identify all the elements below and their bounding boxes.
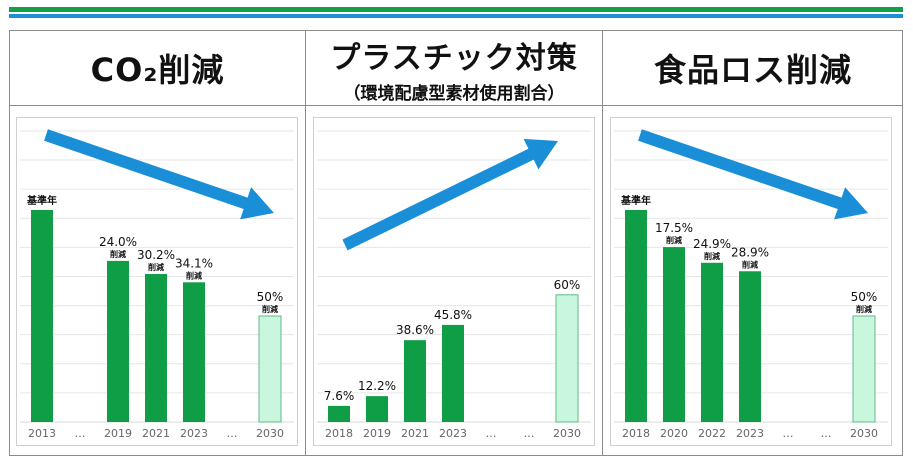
chart-food-loss: 2018 基準年 2020 17.5% 削減 2022 24.9% 削減 2023 28.9% 削減… — [610, 117, 892, 446]
data-label-sub: 削減 — [186, 270, 202, 280]
x-tick-label: … — [486, 427, 497, 440]
data-label: 28.9% — [731, 245, 769, 259]
x-tick-label: … — [783, 427, 794, 440]
data-label: 24.9% — [693, 237, 731, 251]
x-tick-label: 2023 — [439, 427, 467, 440]
panel-title-main: 食品ロス削減 — [653, 51, 852, 89]
x-tick-label: 2030 — [850, 427, 878, 440]
panel-divider-1 — [305, 31, 306, 455]
x-tick-label: 2021 — [142, 427, 170, 440]
data-label: 17.5% — [655, 221, 693, 235]
panel-title-sub: （環境配慮型素材使用割合） — [343, 83, 565, 104]
data-label: 38.6% — [396, 323, 434, 337]
data-label-sub: 削減 — [742, 259, 758, 269]
data-bar — [442, 324, 464, 422]
target-bar — [258, 315, 282, 423]
trend-arrow-up-icon — [342, 138, 558, 251]
data-bar — [404, 340, 426, 422]
data-label-sub: 削減 — [262, 304, 278, 314]
header-stripe-green — [9, 7, 903, 12]
data-label: 50% — [851, 290, 878, 304]
data-label: 7.6% — [324, 389, 355, 403]
data-bar — [183, 282, 205, 422]
data-bar — [31, 210, 53, 422]
data-bar — [701, 262, 723, 422]
data-bar — [739, 271, 761, 422]
data-bar — [107, 260, 129, 422]
x-tick-label: 2023 — [736, 427, 764, 440]
x-tick-label: 2013 — [28, 427, 56, 440]
x-tick-label: … — [524, 427, 535, 440]
panel-title-co2: CO₂削減 — [10, 31, 305, 105]
panels-frame: CO₂削減 プラスチック対策 （環境配慮型素材使用割合） 食品ロス削減 — [9, 30, 903, 456]
data-bar — [663, 247, 685, 422]
data-label: 24.0% — [99, 235, 137, 249]
data-bar — [145, 274, 167, 422]
panel-title-main: CO₂削減 — [90, 51, 225, 89]
x-tick-label: 2022 — [698, 427, 726, 440]
x-tick-label: 2018 — [325, 427, 353, 440]
trend-arrow-down-icon — [638, 129, 868, 220]
data-label: 60% — [554, 278, 581, 292]
data-label: 50% — [257, 290, 284, 304]
header-stripe-blue — [9, 14, 903, 18]
x-tick-label: 2019 — [363, 427, 391, 440]
chart-food-loss-svg: 2018基準年202017.5%削減202224.9%削減202328.9%削減… — [610, 117, 892, 446]
trend-arrow-down-icon — [44, 129, 274, 220]
chart-co2: 2013 基準年… 2019 24.0% 削減 2021 30.2% 削減 2023 34.1% 削… — [16, 117, 298, 446]
data-label: 基準年 — [620, 194, 651, 207]
data-label-sub: 削減 — [856, 304, 872, 314]
x-tick-label: … — [75, 427, 86, 440]
x-tick-label: 2020 — [660, 427, 688, 440]
data-label-sub: 削減 — [704, 251, 720, 261]
data-bar — [366, 396, 388, 422]
x-tick-label: 2030 — [553, 427, 581, 440]
x-tick-label: 2021 — [401, 427, 429, 440]
panel-title-food-loss: 食品ロス削減 — [603, 31, 903, 105]
x-tick-label: 2018 — [622, 427, 650, 440]
data-label-sub: 削減 — [148, 262, 164, 272]
header-divider — [10, 105, 902, 106]
data-label-sub: 削減 — [110, 249, 126, 259]
chart-plastic: 2018 7.6% 2019 12.2% 2021 38.6% 2023 45.8% … … 203… — [313, 117, 595, 446]
chart-plastic-svg: 2018 7.6% 2019 12.2% 2021 38.6% 2023 45.8% … … 203… — [313, 117, 595, 446]
x-tick-label: 2030 — [256, 427, 284, 440]
x-tick-label: 2019 — [104, 427, 132, 440]
data-bar — [625, 210, 647, 422]
x-tick-label: 2023 — [180, 427, 208, 440]
data-label: 12.2% — [358, 379, 396, 393]
x-tick-label: … — [227, 427, 238, 440]
data-label-sub: 削減 — [666, 235, 682, 245]
panel-title-plastic: プラスチック対策 （環境配慮型素材使用割合） — [306, 31, 602, 105]
data-bar — [328, 405, 350, 422]
data-label: 45.8% — [434, 308, 472, 322]
target-bar — [555, 294, 579, 423]
panel-divider-2 — [602, 31, 603, 455]
data-label: 34.1% — [175, 256, 213, 270]
target-bar — [852, 315, 876, 423]
panel-title-main: プラスチック対策 — [330, 40, 578, 76]
data-label: 30.2% — [137, 248, 175, 262]
data-label: 基準年 — [26, 194, 57, 207]
x-tick-label: … — [821, 427, 832, 440]
